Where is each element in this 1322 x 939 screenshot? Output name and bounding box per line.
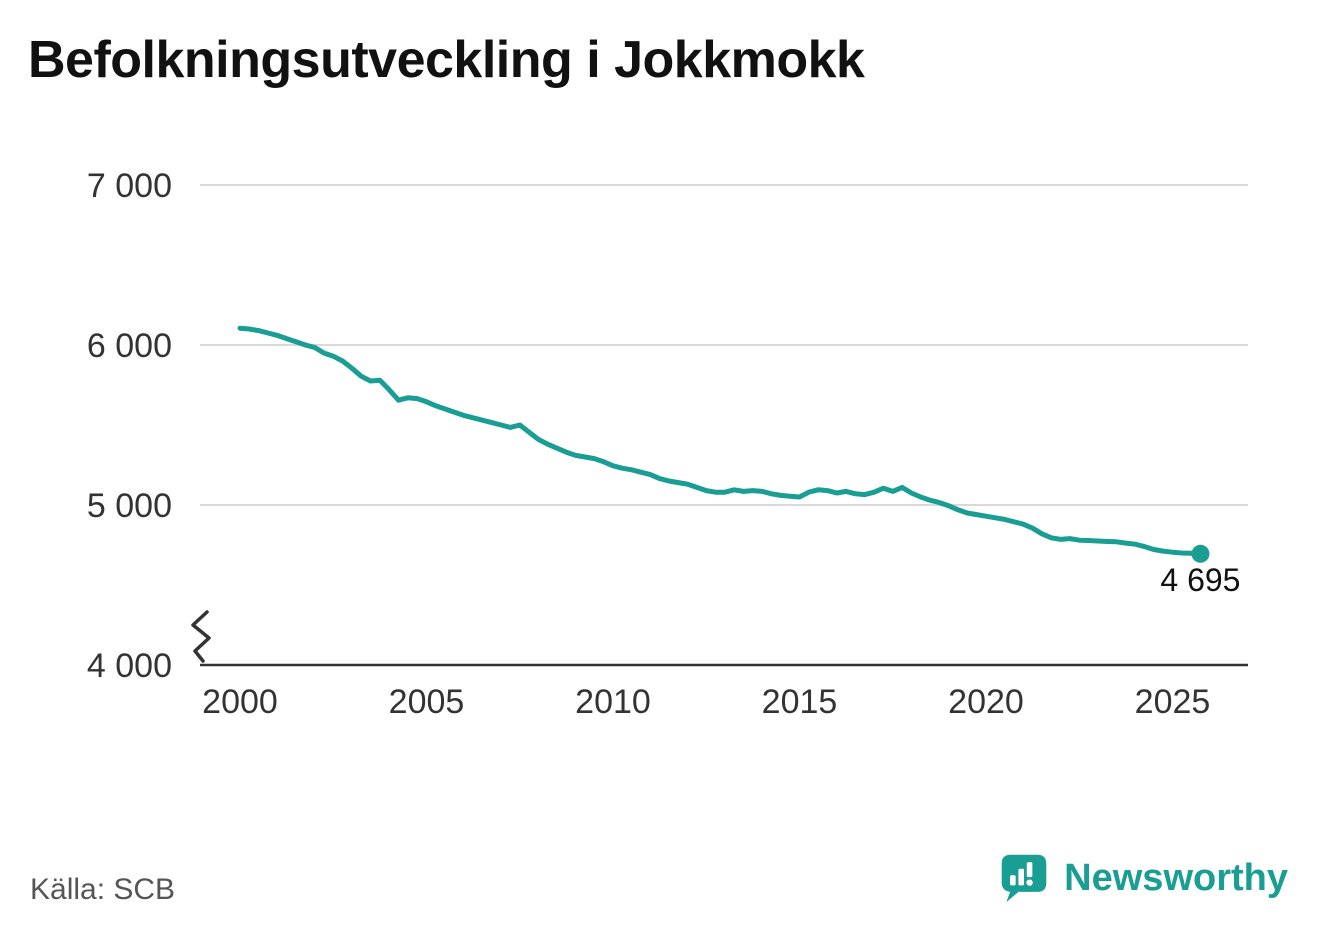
x-tick-label: 2005 [389, 683, 465, 721]
x-tick-label: 2000 [202, 683, 278, 721]
population-series-line [237, 325, 1203, 557]
newsworthy-wordmark: Newsworthy [1064, 856, 1288, 899]
x-tick-label: 2010 [575, 683, 651, 721]
y-tick-label: 4 000 [87, 647, 172, 685]
chart-title: Befolkningsutveckling i Jokkmokk [28, 31, 865, 89]
x-tick-label: 2020 [948, 683, 1024, 721]
population-line-chart: 4 000 5 000 6 000 7 000 2000 2005 2010 2015 2020… [87, 167, 1248, 721]
end-value-label: 4 695 [1160, 562, 1240, 598]
y-tick-label: 5 000 [87, 487, 172, 525]
newsworthy-bubble-chart-icon [1001, 854, 1047, 903]
newsworthy-logo: Newsworthy [998, 851, 1288, 905]
x-tick-label: 2015 [762, 683, 838, 721]
series-end-dot [1191, 544, 1210, 563]
x-tick-label: 2025 [1135, 683, 1211, 721]
y-tick-label: 6 000 [87, 327, 172, 365]
y-tick-label: 7 000 [87, 167, 172, 205]
y-axis-break-icon [191, 610, 211, 663]
source-note: Källa: SCB [30, 873, 176, 906]
